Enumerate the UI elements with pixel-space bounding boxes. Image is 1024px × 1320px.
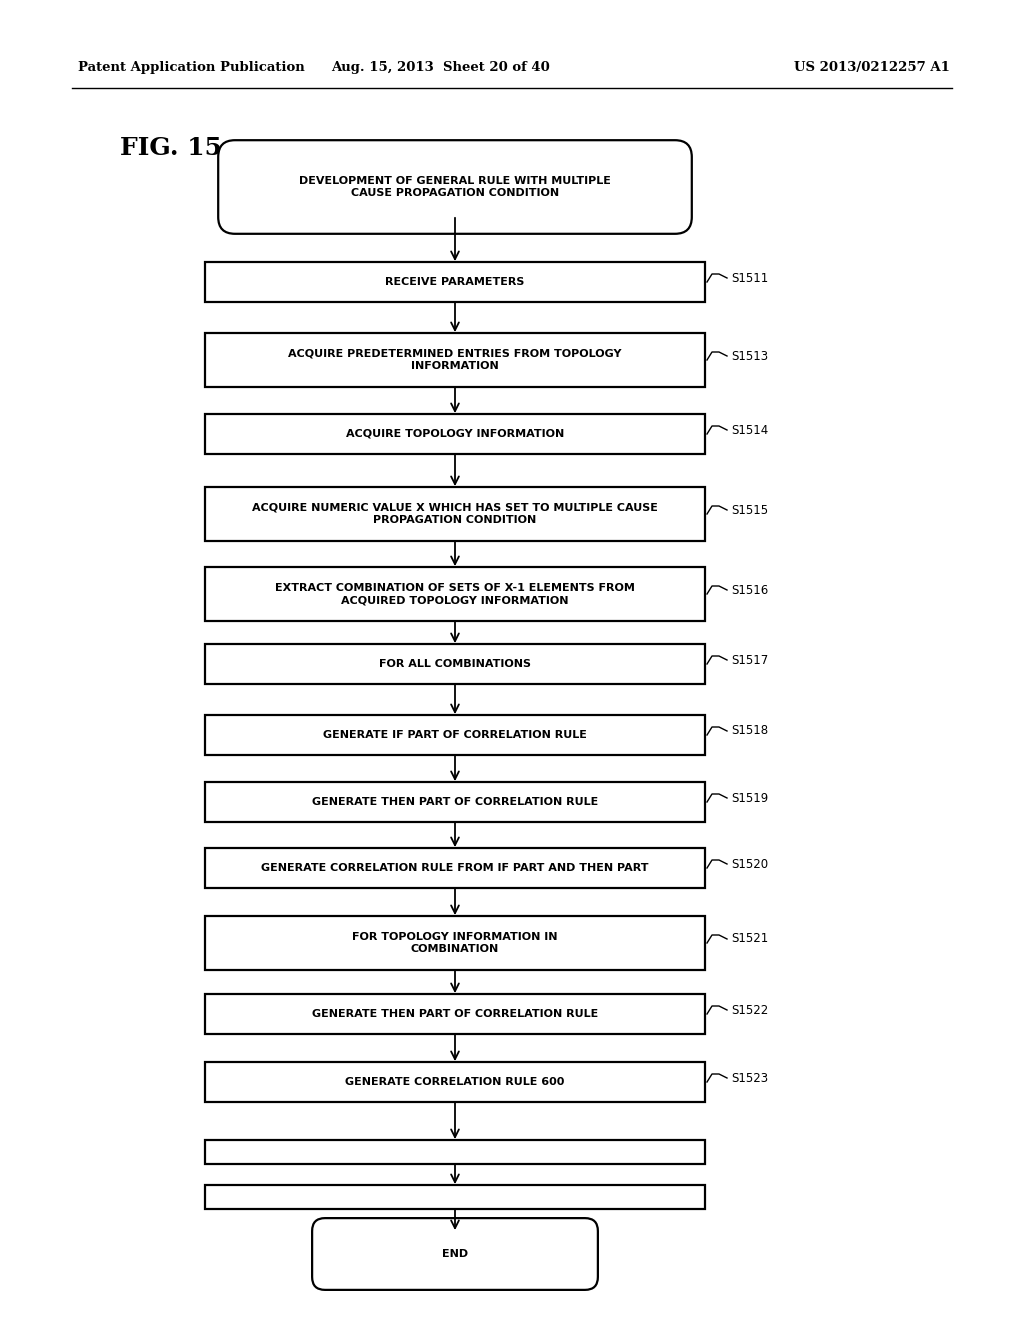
Bar [205,1063,705,1102]
Text: EXTRACT COMBINATION OF SETS OF X-1 ELEMENTS FROM
ACQUIRED TOPOLOGY INFORMATION: EXTRACT COMBINATION OF SETS OF X-1 ELEME… [275,583,635,605]
Text: S1521: S1521 [731,932,768,945]
Bar [205,1140,705,1164]
Text: ACQUIRE PREDETERMINED ENTRIES FROM TOPOLOGY
INFORMATION: ACQUIRE PREDETERMINED ENTRIES FROM TOPOL… [288,348,622,371]
Text: ACQUIRE NUMERIC VALUE X WHICH HAS SET TO MULTIPLE CAUSE
PROPAGATION CONDITION: ACQUIRE NUMERIC VALUE X WHICH HAS SET TO… [252,503,658,525]
Text: DEVELOPMENT OF GENERAL RULE WITH MULTIPLE
CAUSE PROPAGATION CONDITION: DEVELOPMENT OF GENERAL RULE WITH MULTIPL… [299,176,611,198]
Text: S1519: S1519 [731,792,768,804]
Text: ACQUIRE TOPOLOGY INFORMATION: ACQUIRE TOPOLOGY INFORMATION [346,429,564,440]
Text: FOR TOPOLOGY INFORMATION IN
COMBINATION: FOR TOPOLOGY INFORMATION IN COMBINATION [352,932,558,954]
Text: END: END [442,1249,468,1259]
Text: GENERATE THEN PART OF CORRELATION RULE: GENERATE THEN PART OF CORRELATION RULE [312,797,598,807]
Text: S1513: S1513 [731,350,768,363]
Bar [205,487,705,541]
Text: Patent Application Publication: Patent Application Publication [78,62,305,74]
Text: Aug. 15, 2013  Sheet 20 of 40: Aug. 15, 2013 Sheet 20 of 40 [331,62,549,74]
Text: S1514: S1514 [731,424,768,437]
Bar [205,414,705,454]
Bar [205,715,705,755]
Text: S1515: S1515 [731,503,768,516]
Text: S1520: S1520 [731,858,768,870]
Bar [205,644,705,684]
Text: S1511: S1511 [731,272,768,285]
Text: FOR ALL COMBINATIONS: FOR ALL COMBINATIONS [379,659,531,669]
Bar [205,261,705,302]
Text: GENERATE IF PART OF CORRELATION RULE: GENERATE IF PART OF CORRELATION RULE [323,730,587,741]
Bar [205,1185,705,1209]
Bar [205,916,705,970]
Bar [205,568,705,620]
Bar [205,994,705,1034]
Text: GENERATE THEN PART OF CORRELATION RULE: GENERATE THEN PART OF CORRELATION RULE [312,1008,598,1019]
Text: GENERATE CORRELATION RULE FROM IF PART AND THEN PART: GENERATE CORRELATION RULE FROM IF PART A… [261,863,649,873]
Text: S1523: S1523 [731,1072,768,1085]
Text: S1518: S1518 [731,725,768,738]
Bar [205,847,705,888]
Bar [205,333,705,387]
Text: S1517: S1517 [731,653,768,667]
FancyBboxPatch shape [218,140,692,234]
FancyBboxPatch shape [312,1218,598,1290]
Text: FIG. 15: FIG. 15 [120,136,222,160]
Text: RECEIVE PARAMETERS: RECEIVE PARAMETERS [385,277,524,286]
Text: S1522: S1522 [731,1003,768,1016]
Bar [205,781,705,822]
Text: GENERATE CORRELATION RULE 600: GENERATE CORRELATION RULE 600 [345,1077,564,1086]
Text: S1516: S1516 [731,583,768,597]
Text: US 2013/0212257 A1: US 2013/0212257 A1 [795,62,950,74]
